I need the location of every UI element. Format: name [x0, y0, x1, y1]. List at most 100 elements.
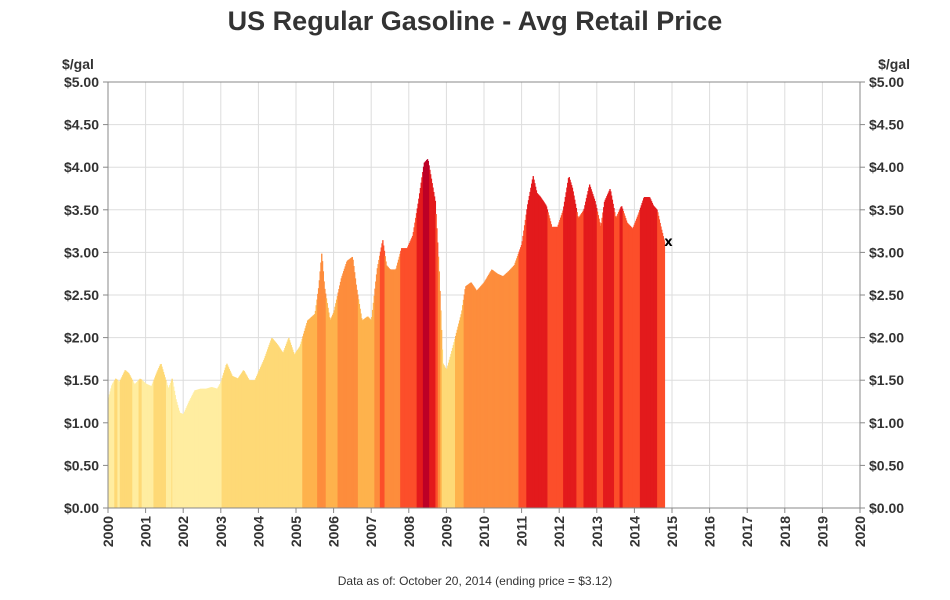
price-bar [118, 381, 121, 508]
price-bar [401, 248, 404, 508]
price-bar [202, 388, 205, 508]
price-bar [131, 379, 133, 508]
price-bar [136, 381, 139, 508]
y-unit-label-right: $/gal [878, 56, 910, 72]
price-bar [254, 379, 256, 508]
price-bar [133, 384, 136, 508]
price-bar [384, 256, 386, 508]
price-bar [125, 370, 127, 508]
price-bar [567, 182, 569, 508]
price-bar [487, 276, 489, 508]
price-bar [393, 269, 396, 508]
price-bar [184, 409, 187, 508]
price-bar [642, 200, 644, 508]
price-bar [574, 199, 576, 508]
price-bar [356, 289, 358, 508]
price-bar [110, 388, 112, 508]
price-bar [328, 312, 330, 508]
price-bar [230, 374, 233, 508]
price-bar [268, 344, 270, 508]
price-bar [206, 388, 209, 508]
price-bar [420, 182, 422, 508]
price-bar [624, 215, 626, 508]
price-bar [402, 248, 404, 508]
price-bar [174, 395, 176, 508]
price-bar [316, 299, 318, 508]
price-bar [567, 178, 570, 508]
price-bar [562, 210, 564, 508]
price-bar [344, 266, 346, 508]
price-bar [516, 258, 518, 508]
price-bar [462, 299, 465, 508]
price-bar [430, 178, 433, 508]
price-bar [276, 343, 278, 508]
price-bar [646, 197, 648, 508]
price-bar [440, 310, 442, 508]
price-bar [538, 195, 541, 508]
price-bar [218, 385, 220, 508]
price-bar [589, 186, 592, 508]
price-bar [648, 197, 650, 508]
price-bar [557, 224, 560, 508]
price-bar [164, 377, 166, 508]
price-bar [335, 299, 338, 508]
price-bar [294, 353, 296, 508]
price-bar [599, 222, 601, 508]
price-bar [610, 195, 613, 509]
price-bar [482, 283, 484, 508]
x-tick-label: 2000 [100, 516, 116, 547]
price-bar [453, 342, 455, 508]
price-bar [451, 348, 454, 508]
price-bar [565, 192, 567, 509]
price-bar [458, 323, 460, 508]
price-bar [426, 159, 429, 508]
price-bar [177, 407, 180, 508]
price-bar [358, 303, 361, 508]
price-bar [560, 215, 563, 509]
price-bar [617, 213, 619, 508]
price-bar [508, 270, 510, 508]
price-bar [312, 315, 314, 508]
price-bar [662, 236, 664, 509]
price-bar [546, 209, 549, 508]
price-bar [228, 369, 231, 508]
price-bar [322, 271, 325, 508]
price-bar [502, 275, 505, 508]
price-bar [519, 249, 521, 508]
price-bar [259, 369, 261, 508]
price-bar [518, 251, 520, 508]
y-tick-label-right: $1.50 [869, 372, 904, 388]
price-bar [327, 307, 329, 508]
price-bar [147, 384, 150, 508]
price-bar [612, 203, 614, 508]
price-bar [610, 191, 612, 508]
price-bar [286, 341, 288, 508]
price-bar [216, 388, 218, 508]
price-bar [484, 280, 487, 508]
price-bar [640, 205, 643, 509]
price-bar [623, 213, 625, 508]
price-area [108, 159, 666, 509]
price-bar [165, 382, 168, 508]
price-bar [121, 376, 123, 508]
price-bar [434, 200, 437, 508]
price-bar [295, 352, 297, 508]
price-bar [424, 161, 426, 509]
price-bar [639, 207, 642, 509]
price-bar [245, 375, 248, 508]
price-bar [604, 199, 607, 508]
price-bar [283, 350, 285, 508]
price-bar [127, 372, 129, 508]
price-bar [568, 177, 570, 509]
price-bar [122, 373, 125, 508]
price-bar [411, 237, 413, 509]
price-bar [540, 197, 542, 509]
price-bar [583, 208, 585, 509]
price-bar [323, 281, 325, 508]
price-bar [422, 166, 425, 509]
price-bar [382, 240, 384, 508]
price-bar [339, 285, 341, 508]
price-bar [351, 256, 353, 508]
price-bar [609, 189, 611, 508]
price-bar [485, 278, 487, 508]
